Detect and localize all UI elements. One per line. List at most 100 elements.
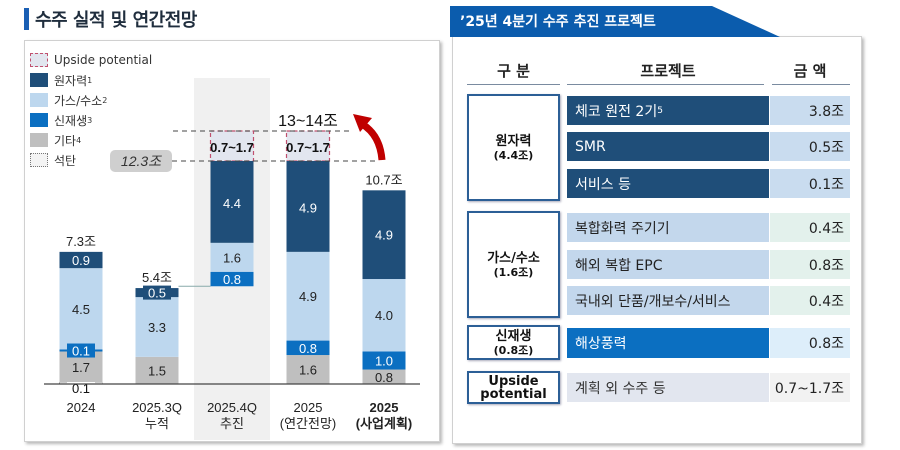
segment-label: 1.6: [299, 363, 317, 378]
legend-swatch-nuclear: [30, 73, 48, 87]
segment-label: 0.9: [72, 253, 90, 268]
project-name: 복합화력 주기기: [575, 220, 670, 237]
header-underline: [772, 84, 850, 85]
projects-panel-title: ’25년 4분기 수주 추진 프로젝트: [460, 14, 656, 30]
upside-box: [209, 130, 255, 162]
bar-segment-nuclear: [210, 161, 254, 165]
bar-segment-gas: [210, 242, 254, 272]
project-amount: 0.4조: [770, 213, 850, 242]
legend-item-coal: 석탄: [30, 150, 152, 170]
project-amount: 0.4조: [770, 286, 850, 315]
segment-label: 1.7: [72, 360, 90, 375]
segment-label: 1.5: [148, 363, 166, 378]
category-nuclear: 원자력 (4.4조): [467, 94, 560, 201]
x-tick-label: 2024: [67, 400, 96, 415]
legend-label: 가스/수소: [54, 93, 103, 108]
segment-label: 0.8: [375, 370, 393, 385]
x-tick-label: 2025: [294, 400, 323, 415]
legend-item-nuclear: 원자력 1: [30, 70, 152, 90]
x-tick-label: 누적: [145, 416, 169, 431]
header-project: 프로젝트: [640, 62, 696, 80]
bar-segment-other: [286, 355, 330, 384]
project-row: 복합화력 주기기: [567, 213, 769, 242]
left-panel-title: 수주 실적 및 연간전망: [24, 6, 197, 32]
x-tick-label: 2025.3Q: [132, 400, 182, 415]
legend-swatch-upside: [30, 53, 48, 67]
trend-arrowhead-icon: [353, 114, 372, 132]
legend-swatch-renewable: [30, 113, 48, 127]
projects-panel-tab: ’25년 4분기 수주 추진 프로젝트: [450, 6, 780, 37]
upside-label: 0.7~1.7: [210, 140, 254, 155]
project-row: 체코 원전 2기 5: [567, 96, 769, 125]
legend-footnote: 3: [87, 115, 93, 125]
project-amount: 0.1조: [770, 169, 850, 198]
project-name: 해외 복합 EPC: [575, 257, 663, 274]
project-footnote: 5: [657, 105, 663, 116]
legend-label: 신재생: [54, 113, 88, 128]
header-amount: 금 액: [793, 62, 827, 80]
segment-label: 0.1: [72, 344, 90, 359]
segment-label: 4.4: [223, 196, 241, 211]
legend-footnote: 2: [102, 95, 108, 105]
segment-label: 4.9: [299, 201, 317, 216]
label-bg: [143, 285, 171, 300]
project-name: 체코 원전 2기: [575, 103, 658, 120]
bar-segment-gas: [362, 279, 406, 352]
bar-segment-nuclear: [286, 163, 330, 252]
bar-segment-other: [362, 369, 406, 384]
bar-total-label: 5.4조: [142, 270, 172, 285]
base-total-label: 12.3조: [121, 153, 162, 169]
segment-label: 4.5: [72, 302, 90, 317]
project-amount: 3.8조: [770, 96, 850, 125]
bar-total-label: 10.7조: [365, 172, 402, 187]
project-row: 국내외 단품/개보수/서비스: [567, 286, 769, 315]
project-name: 서비스 등: [575, 176, 631, 193]
bar-segment-nuclear: [210, 163, 254, 243]
project-name: 국내외 단품/개보수/서비스: [575, 293, 731, 310]
project-name: SMR: [575, 138, 606, 155]
category-name: 원자력: [495, 133, 532, 149]
category-amount: (0.8조): [493, 343, 534, 357]
segment-label: 0.8: [299, 341, 317, 356]
base-total-badge: [110, 150, 172, 172]
category-amount: (1.6조): [493, 265, 534, 279]
chart-legend: Upside potential 원자력 1 가스/수소 2 신재생 3 기타 4 석탄: [30, 50, 152, 170]
project-row: 해상풍력: [567, 328, 769, 358]
segment-label: 4.9: [375, 228, 393, 243]
legend-item-other: 기타 4: [30, 130, 152, 150]
legend-item-gas: 가스/수소 2: [30, 90, 152, 110]
project-amount: 0.7~1.7조: [770, 373, 850, 402]
tab-shape: [450, 6, 780, 37]
project-amount: 0.8조: [770, 328, 850, 358]
title-accent-bar: [24, 8, 29, 30]
x-tick-label: 추진: [220, 416, 244, 431]
legend-item-upside: Upside potential: [30, 50, 152, 70]
segment-label: 1.6: [223, 250, 241, 265]
upside-label: 0.7~1.7: [286, 140, 330, 155]
trend-arrow-icon: [360, 121, 386, 161]
legend-swatch-other: [30, 133, 48, 147]
upside-box: [285, 130, 331, 162]
legend-label: 원자력: [54, 73, 88, 88]
project-row: 계획 외 수주 등: [567, 373, 769, 402]
bar-segment-gas: [135, 297, 179, 357]
category-name: 가스/수소: [487, 250, 540, 266]
left-title-text: 수주 실적 및 연간전망: [35, 10, 197, 31]
legend-item-renewable: 신재생 3: [30, 110, 152, 130]
x-tick-label: 2025: [370, 400, 399, 415]
legend-label: 석탄: [54, 153, 77, 168]
x-tick-label: (연간전망): [280, 416, 337, 431]
project-name: 계획 외 수주 등: [575, 380, 666, 397]
legend-label: 기타: [54, 133, 77, 148]
segment-label: 0.1: [72, 381, 90, 396]
category-gas: 가스/수소 (1.6조): [467, 211, 560, 318]
bar-segment-nuclear: [362, 190, 406, 280]
stacked-bar-chart: 0.11.70.14.50.91.53.30.50.81.64.41.60.84…: [44, 78, 420, 440]
bar-segment-gas: [59, 268, 103, 350]
project-name: 해상풍력: [575, 336, 627, 352]
category-amount: (4.4조): [493, 148, 534, 162]
category-upside: Upside potential: [467, 371, 560, 404]
segment-label: 4.0: [375, 308, 393, 323]
project-amount: 0.5조: [770, 132, 850, 161]
upside-total-label: 13~14조: [278, 113, 338, 130]
